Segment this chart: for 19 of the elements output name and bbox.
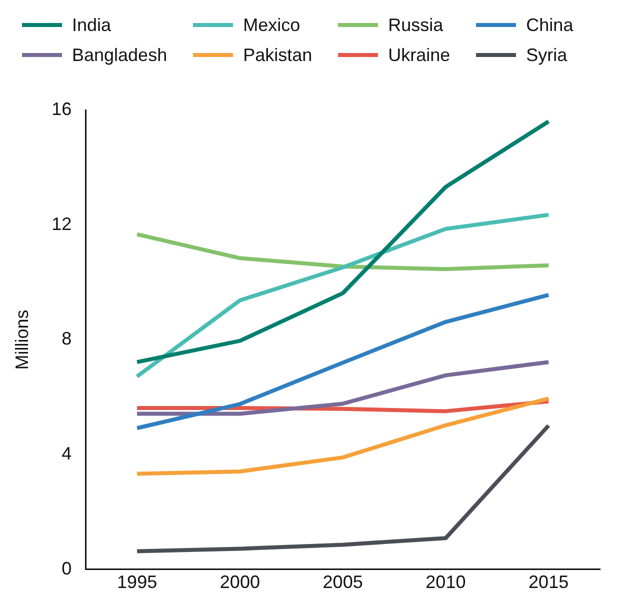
legend-label: India	[72, 14, 112, 36]
x-tick-label: 2005	[322, 572, 363, 592]
x-tick-label: 2010	[426, 572, 466, 592]
y-tick-label: 12	[52, 214, 72, 234]
legend-label: Mexico	[243, 14, 300, 36]
x-tick-label: 2000	[220, 572, 260, 592]
legend-label: Ukraine	[388, 44, 450, 66]
legend-label: Syria	[526, 44, 568, 66]
y-tick-label: 16	[52, 98, 72, 119]
legend-label: Bangladesh	[72, 44, 168, 66]
legend-label: Pakistan	[243, 44, 312, 66]
y-tick-label: 8	[62, 328, 72, 349]
y-tick-label: 4	[62, 444, 72, 464]
legend-label: Russia	[388, 14, 444, 36]
legend-label: China	[526, 14, 574, 36]
x-tick-label: 1995	[117, 572, 158, 592]
x-tick-label: 2015	[528, 572, 569, 592]
y-axis-title: Millions	[12, 310, 32, 370]
y-tick-label: 0	[62, 558, 72, 578]
